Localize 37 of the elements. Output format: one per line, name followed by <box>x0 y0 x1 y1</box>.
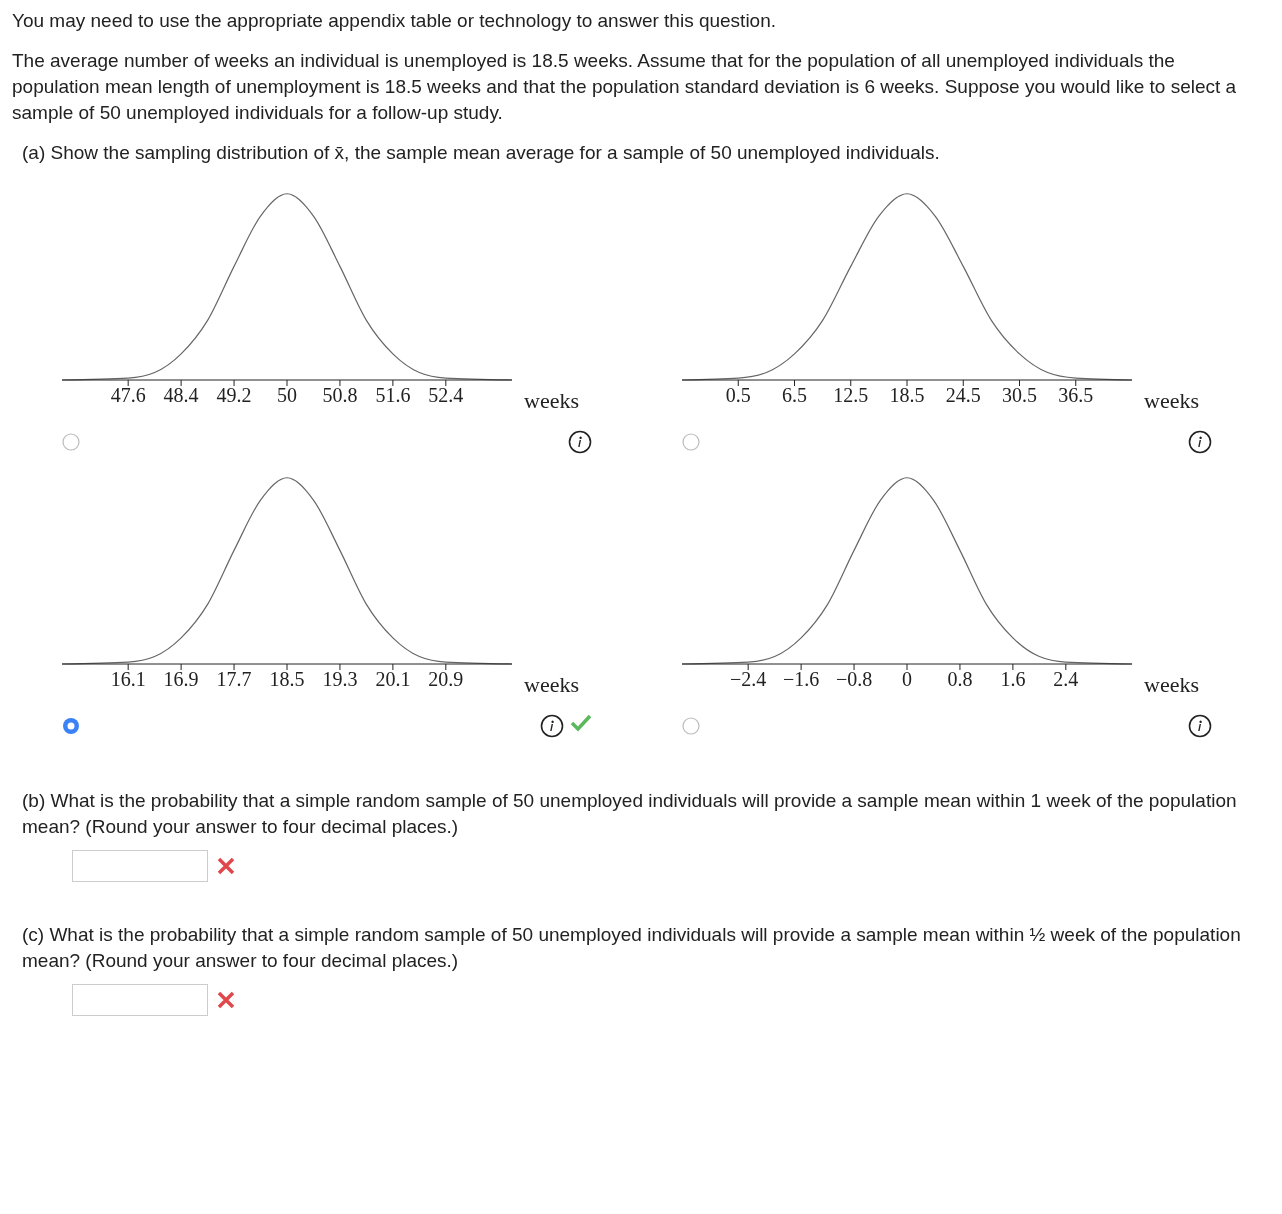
x-tick-label: 12.5 <box>833 384 869 407</box>
x-tick-label: 0.5 <box>725 384 751 407</box>
x-tick-label: 20.1 <box>375 668 411 691</box>
x-tick-label: 20.9 <box>428 668 464 691</box>
text: You may need to use the appropriate appendix table or technology to answer this question. <box>12 9 778 33</box>
x-tick-label: 24.5 <box>945 384 981 407</box>
x-tick-label: 17.7 <box>216 668 252 691</box>
x-tick-label: 1.6 <box>1000 668 1026 691</box>
x-axis-title: weeks <box>524 671 579 697</box>
x-tick-label: 48.4 <box>163 384 199 407</box>
x-tick-label: 36.5 <box>1058 384 1094 407</box>
x-tick-label: 19.3 <box>322 668 358 691</box>
x-tick-label: 51.6 <box>375 384 411 407</box>
x-tick-label: 2.4 <box>1053 668 1079 691</box>
x-tick-label: 50 <box>277 384 297 407</box>
x-tick-label: 30.5 <box>1002 384 1037 407</box>
x-tick-label: −1.6 <box>782 668 820 691</box>
x-tick-label: 16.9 <box>163 668 199 691</box>
x-tick-label: −0.8 <box>835 668 873 691</box>
x-tick-label: 50.8 <box>322 384 358 407</box>
x-tick-label: 6.5 <box>782 384 807 407</box>
text: The average number of weeks an individual is unemployed is 18.5 weeks. Assume that for the population of all unemployed individuals the population mean length of unemployment is 18.5 weeks and that the population standard deviation is 6 weeks. Suppose you would like to select a sample of 50 unemployed individuals for a follow-up study. <box>12 49 1238 125</box>
x-tick-label: 0.8 <box>947 668 973 691</box>
x-tick-label: 0 <box>902 668 912 691</box>
text: (c) What is the probability that a simple random sample of 50 unemployed individuals will provide a sample mean within ½ week of the population mean? (Round your answer to four decimal places.) <box>21 923 1242 973</box>
x-tick-label: 18.5 <box>889 384 925 407</box>
x-tick-label: 16.1 <box>110 668 146 691</box>
x-tick-label: −2.4 <box>730 668 767 691</box>
x-tick-label: 18.5 <box>269 668 305 691</box>
x-tick-label: 49.2 <box>216 384 252 407</box>
x-tick-label: 47.6 <box>110 384 146 407</box>
text: (b) What is the probability that a simple random sample of 50 unemployed individuals will provide a sample mean within 1 week of the population mean? (Round your answer to four decimal places.) <box>21 789 1238 839</box>
x-tick-label: 52.4 <box>428 384 464 407</box>
x-axis-title: weeks <box>1144 387 1199 413</box>
x-axis-title: weeks <box>524 387 579 413</box>
x-axis-title: weeks <box>1144 671 1199 697</box>
chart-title: (a) Show the sampling distribution of x̄, the sample mean average for a sample of 50 unemployed individuals. <box>21 141 941 165</box>
